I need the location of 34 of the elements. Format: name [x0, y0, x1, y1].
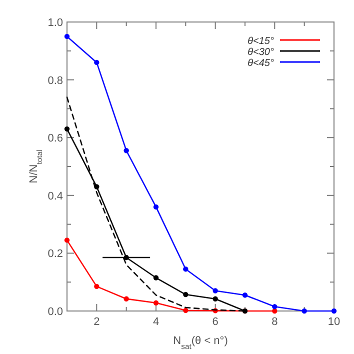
- y-tick-label: 0.2: [48, 248, 63, 260]
- point: [272, 308, 278, 314]
- x-tick-label: 4: [152, 316, 160, 328]
- point: [331, 308, 337, 314]
- point: [212, 288, 218, 294]
- point: [124, 296, 129, 302]
- point: [242, 292, 248, 298]
- y-tick-label: 0.4: [48, 190, 63, 202]
- legend-label: θ<45°: [248, 58, 274, 69]
- point: [64, 238, 70, 243]
- x-axis-title: N$_{sat}$(θ < n°): [173, 335, 228, 350]
- x-tick-label: 6: [212, 316, 218, 328]
- point: [124, 254, 129, 260]
- point: [302, 308, 307, 314]
- y-tick-label: 0.0: [48, 306, 63, 318]
- y-tick-label: 0.8: [48, 74, 63, 87]
- point: [153, 204, 159, 210]
- point: [64, 126, 70, 132]
- legend-label: θ<15°: [248, 36, 274, 47]
- legend-label: θ<30°: [248, 47, 274, 58]
- point: [153, 300, 159, 306]
- point: [94, 284, 100, 290]
- point: [212, 296, 218, 302]
- point: [94, 60, 100, 66]
- point: [183, 292, 188, 298]
- point: [64, 34, 70, 40]
- y-tick-label: 0.6: [48, 132, 63, 145]
- point: [153, 275, 159, 280]
- x-tick-label: 10: [328, 316, 340, 328]
- point: [183, 266, 188, 272]
- x-tick-label: 2: [94, 316, 100, 328]
- y-tick-label: 1.0: [48, 17, 63, 29]
- x-tick-label: 8: [272, 316, 278, 328]
- point: [124, 148, 129, 154]
